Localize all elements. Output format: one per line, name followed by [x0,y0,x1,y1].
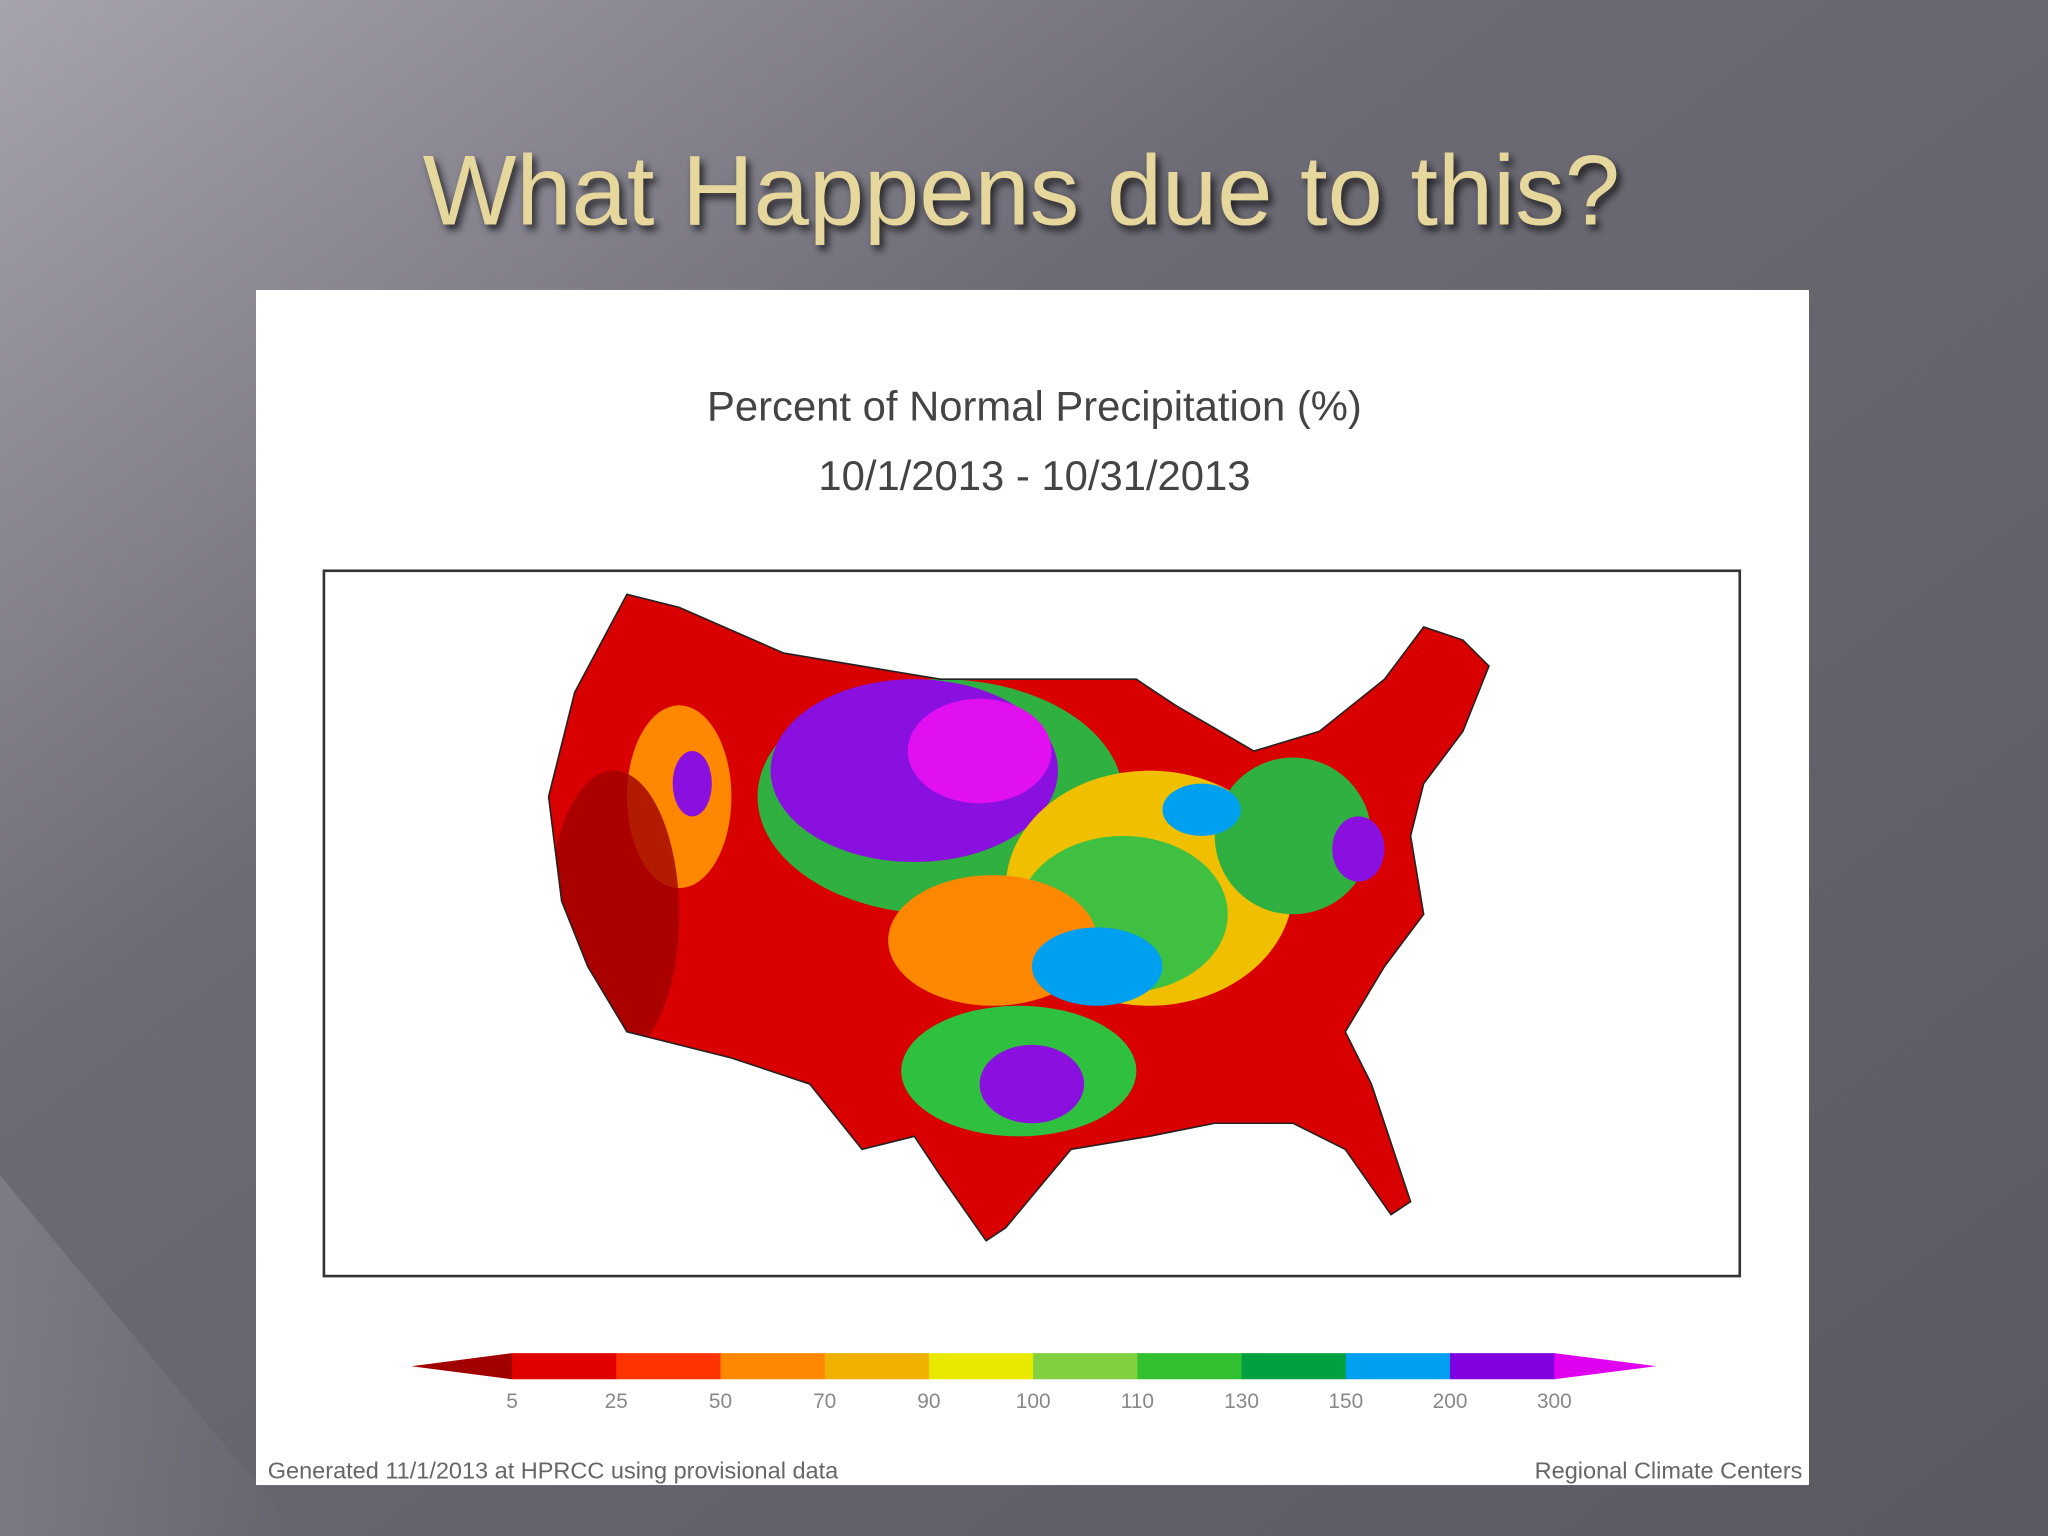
legend-label: 130 [1224,1390,1259,1413]
legend-label: 200 [1433,1390,1468,1413]
legend-label: 110 [1121,1390,1154,1413]
legend-swatch [1137,1353,1243,1380]
legend-swatch [1033,1353,1139,1380]
map-period: 10/1/2013 - 10/31/2013 [818,452,1250,499]
legend-swatch [616,1353,722,1380]
legend-swatch [1345,1353,1451,1380]
legend-swatch [720,1353,826,1380]
footer-right: Regional Climate Centers [1535,1458,1803,1484]
slide-title: What Happens due to this? [423,136,1620,247]
legend-swatch [1241,1353,1347,1380]
legend-label: 5 [506,1390,518,1413]
footer-left: Generated 11/1/2013 at HPRCC using provi… [268,1458,839,1484]
legend-swatch [928,1353,1034,1380]
legend-label: 90 [917,1390,940,1413]
legend-label: 300 [1537,1390,1572,1413]
legend-label: 100 [1016,1390,1051,1413]
background-band [0,391,301,1536]
legend-swatch [1450,1353,1555,1380]
legend-arrow [411,1353,512,1380]
legend-swatch [512,1353,617,1380]
legend-label: 50 [709,1390,732,1413]
color-legend: 5 25 50 70 90 100 110 130 150 200 300 [411,1353,1657,1413]
legend-label: 70 [813,1390,836,1413]
map-title: Percent of Normal Precipitation (%) [707,383,1362,430]
legend-swatch [824,1353,930,1380]
legend-label: 25 [605,1390,628,1413]
legend-label: 150 [1328,1390,1363,1413]
legend-arrow [1554,1353,1657,1380]
